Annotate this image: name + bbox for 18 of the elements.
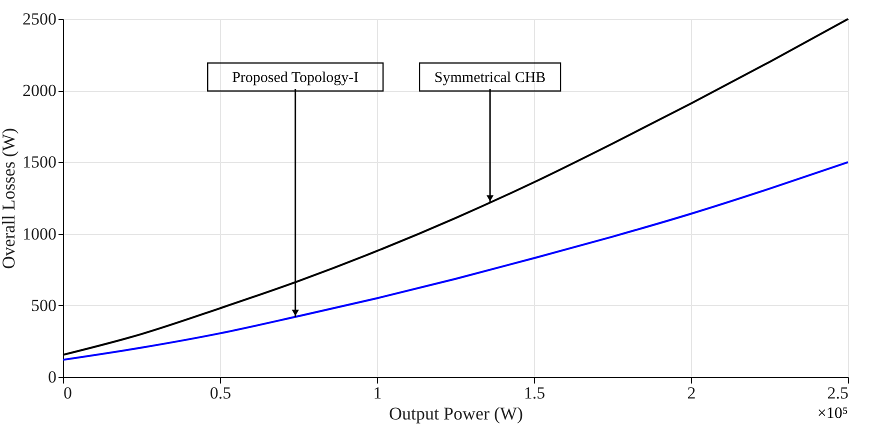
y-tick-label: 1500 xyxy=(22,152,56,172)
x-tick-label: 1.5 xyxy=(524,384,546,402)
y-axis-title: Overall Losses (W) xyxy=(0,128,18,269)
y-tick-label: 2500 xyxy=(22,10,56,28)
y-tick-label: 2000 xyxy=(22,81,56,100)
x-tick-label: 0 xyxy=(64,384,72,402)
annotation: Symmetrical CHB xyxy=(434,70,546,86)
y-tick-label: 500 xyxy=(31,296,56,315)
line-series xyxy=(62,161,849,361)
x-tick-label: 1 xyxy=(373,384,382,402)
x-tick-label: 2 xyxy=(687,384,696,402)
y-tick-label: 1000 xyxy=(22,224,56,244)
x-tick-label: 0.5 xyxy=(210,384,232,402)
text: ×10⁵ xyxy=(817,405,848,422)
annotation: Proposed Topology-I xyxy=(232,70,359,86)
y-tick-label: 0 xyxy=(48,368,56,386)
x-axis-title: Output Power (W) xyxy=(389,404,523,424)
x-tick-label: 2.5 xyxy=(827,384,848,402)
